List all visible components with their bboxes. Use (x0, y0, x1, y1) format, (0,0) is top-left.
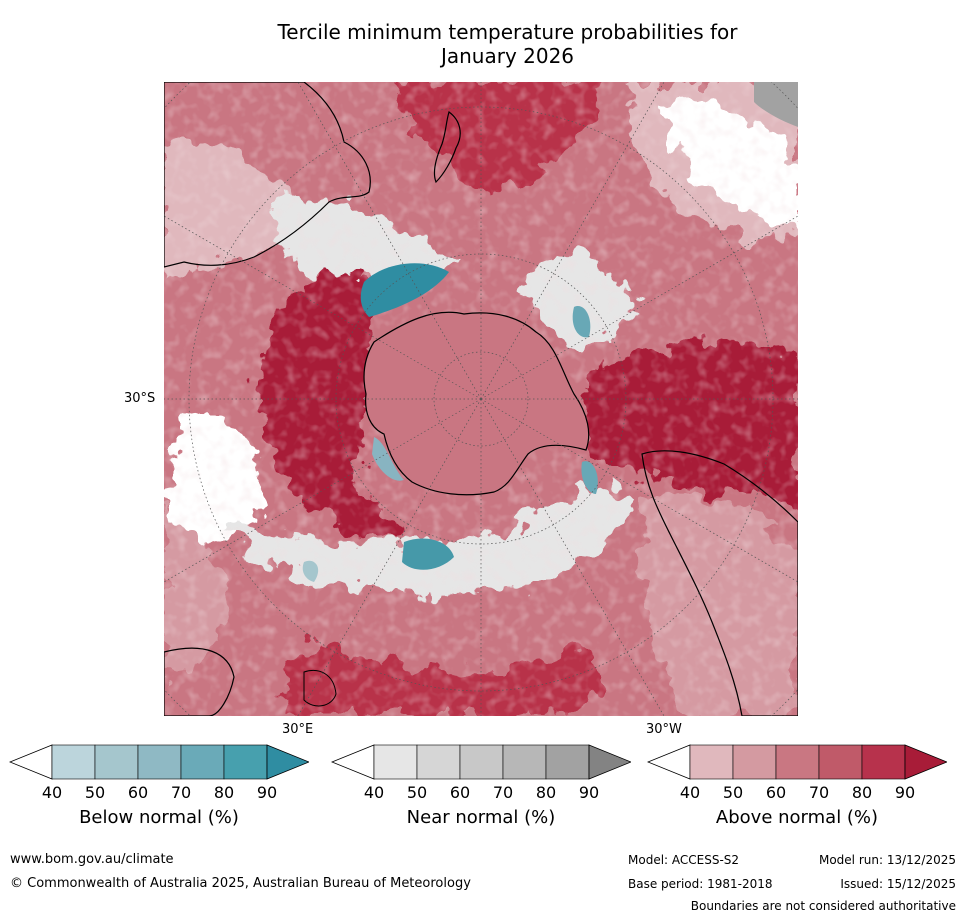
colorbar-above-segment (818, 744, 863, 780)
graticule-meridians (164, 82, 798, 716)
title-line-2: January 2026 (440, 44, 575, 68)
colorbar-above-swatches (647, 744, 947, 780)
chart-title: Tercile minimum temperature probabilitie… (200, 20, 815, 68)
colorbar-above: Above normal (%) 40 50 60 70 80 90 (647, 743, 947, 863)
boundaries-disclaimer: Boundaries are not considered authoritat… (690, 899, 956, 913)
below-normal-patch-5 (372, 437, 404, 481)
colorbar-near-segment (416, 744, 461, 780)
label-30w: 30°W (646, 722, 682, 737)
colorbar-above-segment (861, 744, 906, 780)
colorbar-above-label: Above normal (%) (715, 807, 879, 828)
colorbar-near-tick-label: 40 (363, 783, 385, 802)
south-america-outline (641, 450, 798, 716)
colorbar-below-tick-label: 90 (256, 783, 278, 802)
colorbar-near: Near normal (%) 40 50 60 70 80 90 (331, 743, 631, 863)
colorbar-below-label: Below normal (%) (79, 807, 239, 828)
label-30e: 30°E (282, 722, 314, 737)
colorbar-near-tick-label: 70 (492, 783, 514, 802)
colorbar-near-high-extend (588, 744, 631, 780)
issued-date: Issued: 15/12/2025 (840, 877, 956, 891)
model-run-date: Model run: 13/12/2025 (818, 853, 956, 867)
australia-outline (164, 82, 371, 268)
colorbar-below-low-extend (9, 744, 53, 780)
colorbar-near-label: Near normal (%) (406, 807, 556, 828)
colorbar-above-low-extend (647, 744, 691, 780)
colorbar-below-segment (137, 744, 182, 780)
madagascar-outline (303, 670, 337, 707)
below-normal-patch-4 (581, 461, 598, 494)
colorbar-below-segment (94, 744, 139, 780)
colorbar-below-segment (51, 744, 96, 780)
map-svg (164, 82, 798, 716)
colorbar-below-segment (223, 744, 268, 780)
colorbar-below-tick-label: 60 (127, 783, 149, 802)
colorbar-near-tick-label: 60 (449, 783, 471, 802)
colorbar-above-segment (775, 744, 820, 780)
colorbar-near-tick-label: 80 (535, 783, 557, 802)
near-normal-dark-patch (754, 82, 798, 127)
colorbar-near-swatches (331, 744, 631, 780)
colorbar-below: Below normal (%) 40 50 60 70 80 90 (9, 743, 309, 863)
colorbar-near-tick-label: 90 (578, 783, 600, 802)
colorbar-below-tick-label: 80 (213, 783, 235, 802)
colorbar-above-segment (689, 744, 734, 780)
colorbar-below-high-extend (266, 744, 309, 780)
colorbar-above-tick-label: 80 (851, 783, 873, 802)
colorbar-below-tick-label: 70 (170, 783, 192, 802)
copyright-notice: © Commonwealth of Australia 2025, Austra… (10, 876, 471, 891)
colorbar-near-segment (545, 744, 590, 780)
below-normal-patch-2 (402, 538, 454, 570)
colorbar-near-segment (502, 744, 547, 780)
colorbar-near-tick-label: 50 (406, 783, 428, 802)
title-line-1: Tercile minimum temperature probabilitie… (277, 20, 738, 44)
antarctica-outline (363, 311, 590, 496)
colorbar-above-tick-label: 90 (894, 783, 916, 802)
colorbar-near-segment (373, 744, 418, 780)
below-normal-patch-3 (572, 306, 591, 338)
colorbar-above-tick-label: 50 (722, 783, 744, 802)
colorbar-near-segment (459, 744, 504, 780)
base-period: Base period: 1981-2018 (628, 877, 773, 891)
colorbar-near-low-extend (331, 744, 375, 780)
website-link[interactable]: www.bom.gov.au/climate (10, 852, 174, 867)
colorbar-below-swatches (9, 744, 309, 780)
colorbar-above-segment (732, 744, 777, 780)
colorbar-below-tick-label: 50 (84, 783, 106, 802)
below-normal-patch-6 (302, 560, 319, 582)
colorbar-above-tick-label: 60 (765, 783, 787, 802)
colorbar-above-tick-label: 70 (808, 783, 830, 802)
probability-map (164, 82, 798, 716)
new-zealand-outline (433, 111, 461, 184)
model-name: Model: ACCESS-S2 (628, 853, 740, 867)
below-normal-patch-1 (360, 263, 449, 317)
label-30s: 30°S (124, 391, 156, 406)
colorbar-above-high-extend (904, 744, 947, 780)
colorbar-above-tick-label: 40 (679, 783, 701, 802)
colorbar-below-tick-label: 40 (41, 783, 63, 802)
africa-outline (164, 647, 235, 716)
colorbar-below-segment (180, 744, 225, 780)
